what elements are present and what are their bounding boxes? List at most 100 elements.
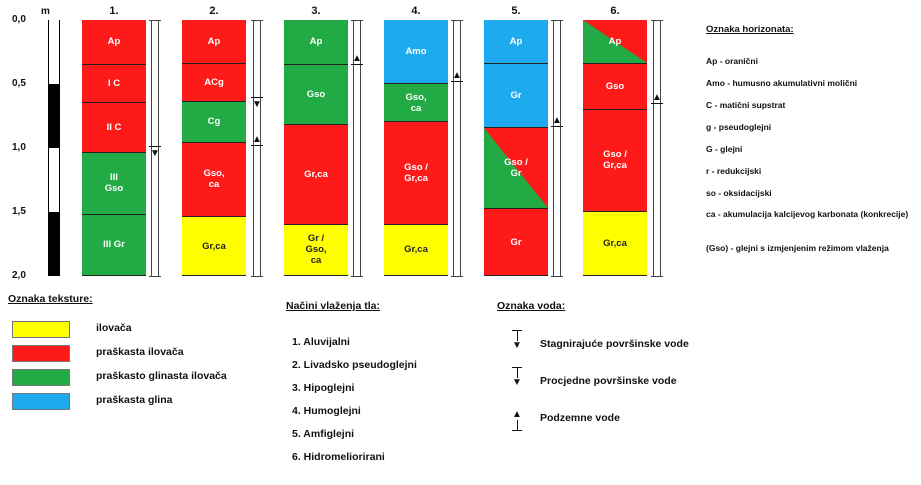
water-legend-label: Procjedne površinske vode (540, 375, 677, 387)
rod-cap (651, 20, 663, 21)
horizon-label: Gso, ca (203, 168, 225, 191)
horizon-legend-item: G - glejni (706, 144, 743, 154)
soil-profile-column: Ap Gr Gso / Gr Gr (484, 20, 548, 276)
horizon-segment: Gr,ca (384, 224, 448, 276)
water-level-rod (149, 20, 161, 277)
rod-cap (551, 276, 563, 277)
profile-title: 1. (109, 5, 119, 17)
horizon-segment: Ap (82, 20, 146, 65)
scale-unit-label: m (41, 6, 50, 17)
horizon-segment: Gr,ca (284, 124, 348, 225)
arrow-down-icon: ▼ (510, 330, 524, 358)
horizon-label: Gso, ca (405, 91, 427, 114)
rod-cap (351, 20, 363, 21)
profile-title: 4. (411, 5, 421, 17)
horizon-label: Gr,ca (202, 240, 226, 252)
depth-tick-label: 0,5 (12, 78, 26, 89)
horizon-segment: I C (82, 64, 146, 104)
horizon-segment: Ap (182, 20, 246, 64)
horizon-segment: Gso, ca (384, 84, 448, 123)
depth-scale-bar (48, 20, 60, 276)
depth-tick-label: 1,5 (12, 206, 26, 217)
texture-swatch (12, 321, 70, 338)
wetting-legend-item: 3. Hipoglejni (292, 382, 355, 394)
horizon-segment: Ap (284, 20, 348, 65)
water-legend-title: Oznaka voda: (497, 300, 566, 312)
horizon-label: Gso (605, 80, 625, 92)
horizon-segment: Ap (484, 20, 548, 64)
water-level-rod (551, 20, 563, 277)
water-legend-label: Stagnirajuće površinske vode (540, 338, 689, 350)
horizon-label: Amo (405, 46, 427, 57)
horizon-segment: III Gr (82, 214, 146, 276)
horizon-label: Cg (207, 116, 221, 128)
horizon-label: III Gr (103, 239, 125, 251)
scale-bar-segment (49, 212, 59, 276)
profile-title: 3. (311, 5, 321, 17)
water-level-rod (251, 20, 263, 277)
soil-profile-column: Amo Gso, ca Gso / Gr,ca Gr,ca (384, 20, 448, 276)
texture-legend-title: Oznaka teksture: (8, 293, 93, 305)
horizon-segment: II C (82, 103, 146, 154)
wetting-legend-item: 1. Aluvijalni (292, 336, 350, 348)
horizon-segment: Cg (182, 101, 246, 143)
profile-title: 6. (610, 5, 620, 17)
horizon-label: Gso / Gr (504, 156, 528, 179)
arrow-up-icon: ▲ (251, 134, 263, 147)
rod-cap (149, 20, 161, 21)
rod-cap (551, 20, 563, 21)
rod-cap (351, 276, 363, 277)
water-level-rod (351, 20, 363, 277)
rod-cap (451, 276, 463, 277)
water-level-rod (451, 20, 463, 277)
horizon-legend-item: r - redukcijski (706, 166, 762, 176)
profile-title: 5. (511, 5, 521, 17)
horizon-label: Ap (608, 35, 622, 47)
arrow-up-icon: ▲ (510, 404, 524, 432)
texture-label: praškasto glinasta ilovača (96, 370, 227, 382)
horizon-segment: Ap (583, 20, 647, 64)
horizon-label: Gr / Gso, ca (305, 233, 327, 267)
profile-title: 2. (209, 5, 219, 17)
depth-tick-label: 0,0 (12, 14, 26, 25)
arrow-down-icon: ▼ (251, 97, 263, 111)
depth-tick-label: 1,0 (12, 142, 26, 153)
wetting-legend-item: 6. Hidromeliorirani (292, 451, 385, 463)
horizon-label: Gr,ca (304, 168, 328, 180)
horizon-label: Ap (509, 35, 523, 47)
soil-profile-column: Ap Gso Gr,ca Gr / Gso, ca (284, 20, 348, 276)
arrow-up-icon: ▲ (551, 114, 563, 127)
horizon-segment: Gso / Gr,ca (583, 109, 647, 212)
horizon-label: II C (106, 122, 122, 134)
horizon-label: Gr,ca (603, 238, 627, 249)
arrow-down-icon: ▼ (149, 146, 161, 159)
horizon-segment: Gr (484, 63, 548, 128)
arrow-up-icon: ▲ (451, 70, 463, 83)
rod-cap (149, 276, 161, 277)
horizon-label: ACg (204, 76, 224, 88)
arrow-down-icon: ▼ (510, 367, 524, 395)
water-level-rod (651, 20, 663, 277)
horizon-label: Ap (107, 36, 121, 48)
horizon-label: Ap (309, 36, 323, 48)
horizon-legend-item: Amo - humusno akumulativni molični (706, 78, 858, 88)
soil-profile-column: Ap I C II C III Gso III Gr (82, 20, 146, 276)
horizon-segment: Gr,ca (583, 212, 647, 276)
horizon-segment: ACg (182, 63, 246, 102)
horizon-segment: III Gso (82, 153, 146, 215)
horizon-legend-title: Oznaka horizonata: (706, 24, 794, 35)
horizon-segment: Gso, ca (182, 142, 246, 218)
horizon-segment: Gso (583, 63, 647, 110)
horizon-label: III Gso (104, 172, 124, 195)
texture-swatch (12, 369, 70, 386)
arrow-up-icon: ▲ (651, 91, 663, 104)
wetting-legend-item: 4. Humoglejni (292, 405, 361, 417)
horizon-segment: Gr (484, 209, 548, 276)
horizon-label: Gr (510, 89, 522, 101)
rod-cap (451, 20, 463, 21)
horizon-legend-item: (Gso) - glejni s izmjenjenim režimom vla… (706, 243, 889, 253)
horizon-legend-item: C - matični supstrat (706, 100, 786, 110)
horizon-label: I C (107, 77, 121, 89)
horizon-label: Gr (510, 236, 522, 248)
wetting-legend-item: 2. Livadsko pseudoglejni (292, 359, 417, 371)
